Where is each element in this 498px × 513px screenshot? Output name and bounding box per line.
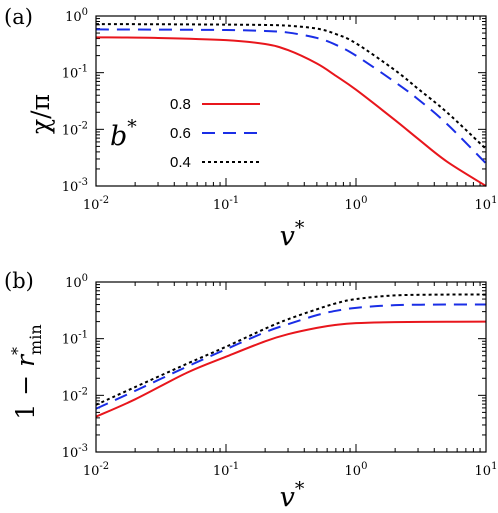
svg-text:1 − r*min: 1 − r*min — [8, 324, 45, 419]
y-tick-label: 10-1 — [62, 330, 88, 348]
x-tick-label: 10-1 — [213, 461, 239, 479]
panel-a: (a) χ/π v* 10-2 10-1 100 10110-310-210-1100… — [4, 5, 497, 252]
panel-b-label: (b) — [4, 269, 34, 293]
panel-a-ylabel: χ/π — [26, 94, 55, 134]
series-line-0.4 — [95, 293, 487, 406]
y-tick-label: 10-1 — [62, 64, 88, 82]
y-tick-label: 10-3 — [62, 177, 88, 195]
series-line-0.8 — [95, 36, 487, 187]
y-tick-label: 10-2 — [62, 386, 88, 404]
panel-b-ylabel: 1 − r*min — [8, 324, 45, 419]
y-tick-label: 10-3 — [62, 443, 88, 461]
legend-label-2: 0.4 — [170, 154, 191, 171]
panel-b: (b) 1 − r*min v* 10-2 10-1 100 10110-310-21… — [4, 269, 497, 513]
plot-frame — [95, 281, 487, 453]
x-tick-label: 10-1 — [213, 195, 239, 213]
y-tick-label: 10-2 — [62, 120, 88, 138]
x-tick-label: 10-2 — [83, 461, 109, 479]
plot-frame — [95, 15, 487, 187]
x-tick-label: 10-2 — [83, 195, 109, 213]
y-tick-label: 100 — [65, 273, 88, 291]
panel-a-xlabel: v* — [280, 217, 305, 252]
x-tick-label: 101 — [475, 461, 498, 479]
x-tick-label: 100 — [345, 461, 368, 479]
svg-text:χ/π: χ/π — [26, 94, 55, 134]
y-tick-label: 100 — [65, 7, 88, 25]
series-line-0.6 — [95, 28, 487, 165]
series-line-0.8 — [95, 320, 487, 418]
panel-a-label: (a) — [4, 5, 33, 29]
x-tick-label: 100 — [345, 195, 368, 213]
legend-title: b* — [110, 116, 137, 152]
panel-b-xlabel: v* — [280, 478, 305, 513]
legend-label-1: 0.6 — [170, 125, 191, 142]
series-line-0.4 — [95, 23, 487, 150]
legend-label-0: 0.8 — [170, 96, 191, 113]
x-tick-label: 101 — [475, 195, 498, 213]
legend: b* 0.8 0.6 0.4 — [110, 96, 260, 171]
series-line-0.6 — [95, 303, 487, 410]
